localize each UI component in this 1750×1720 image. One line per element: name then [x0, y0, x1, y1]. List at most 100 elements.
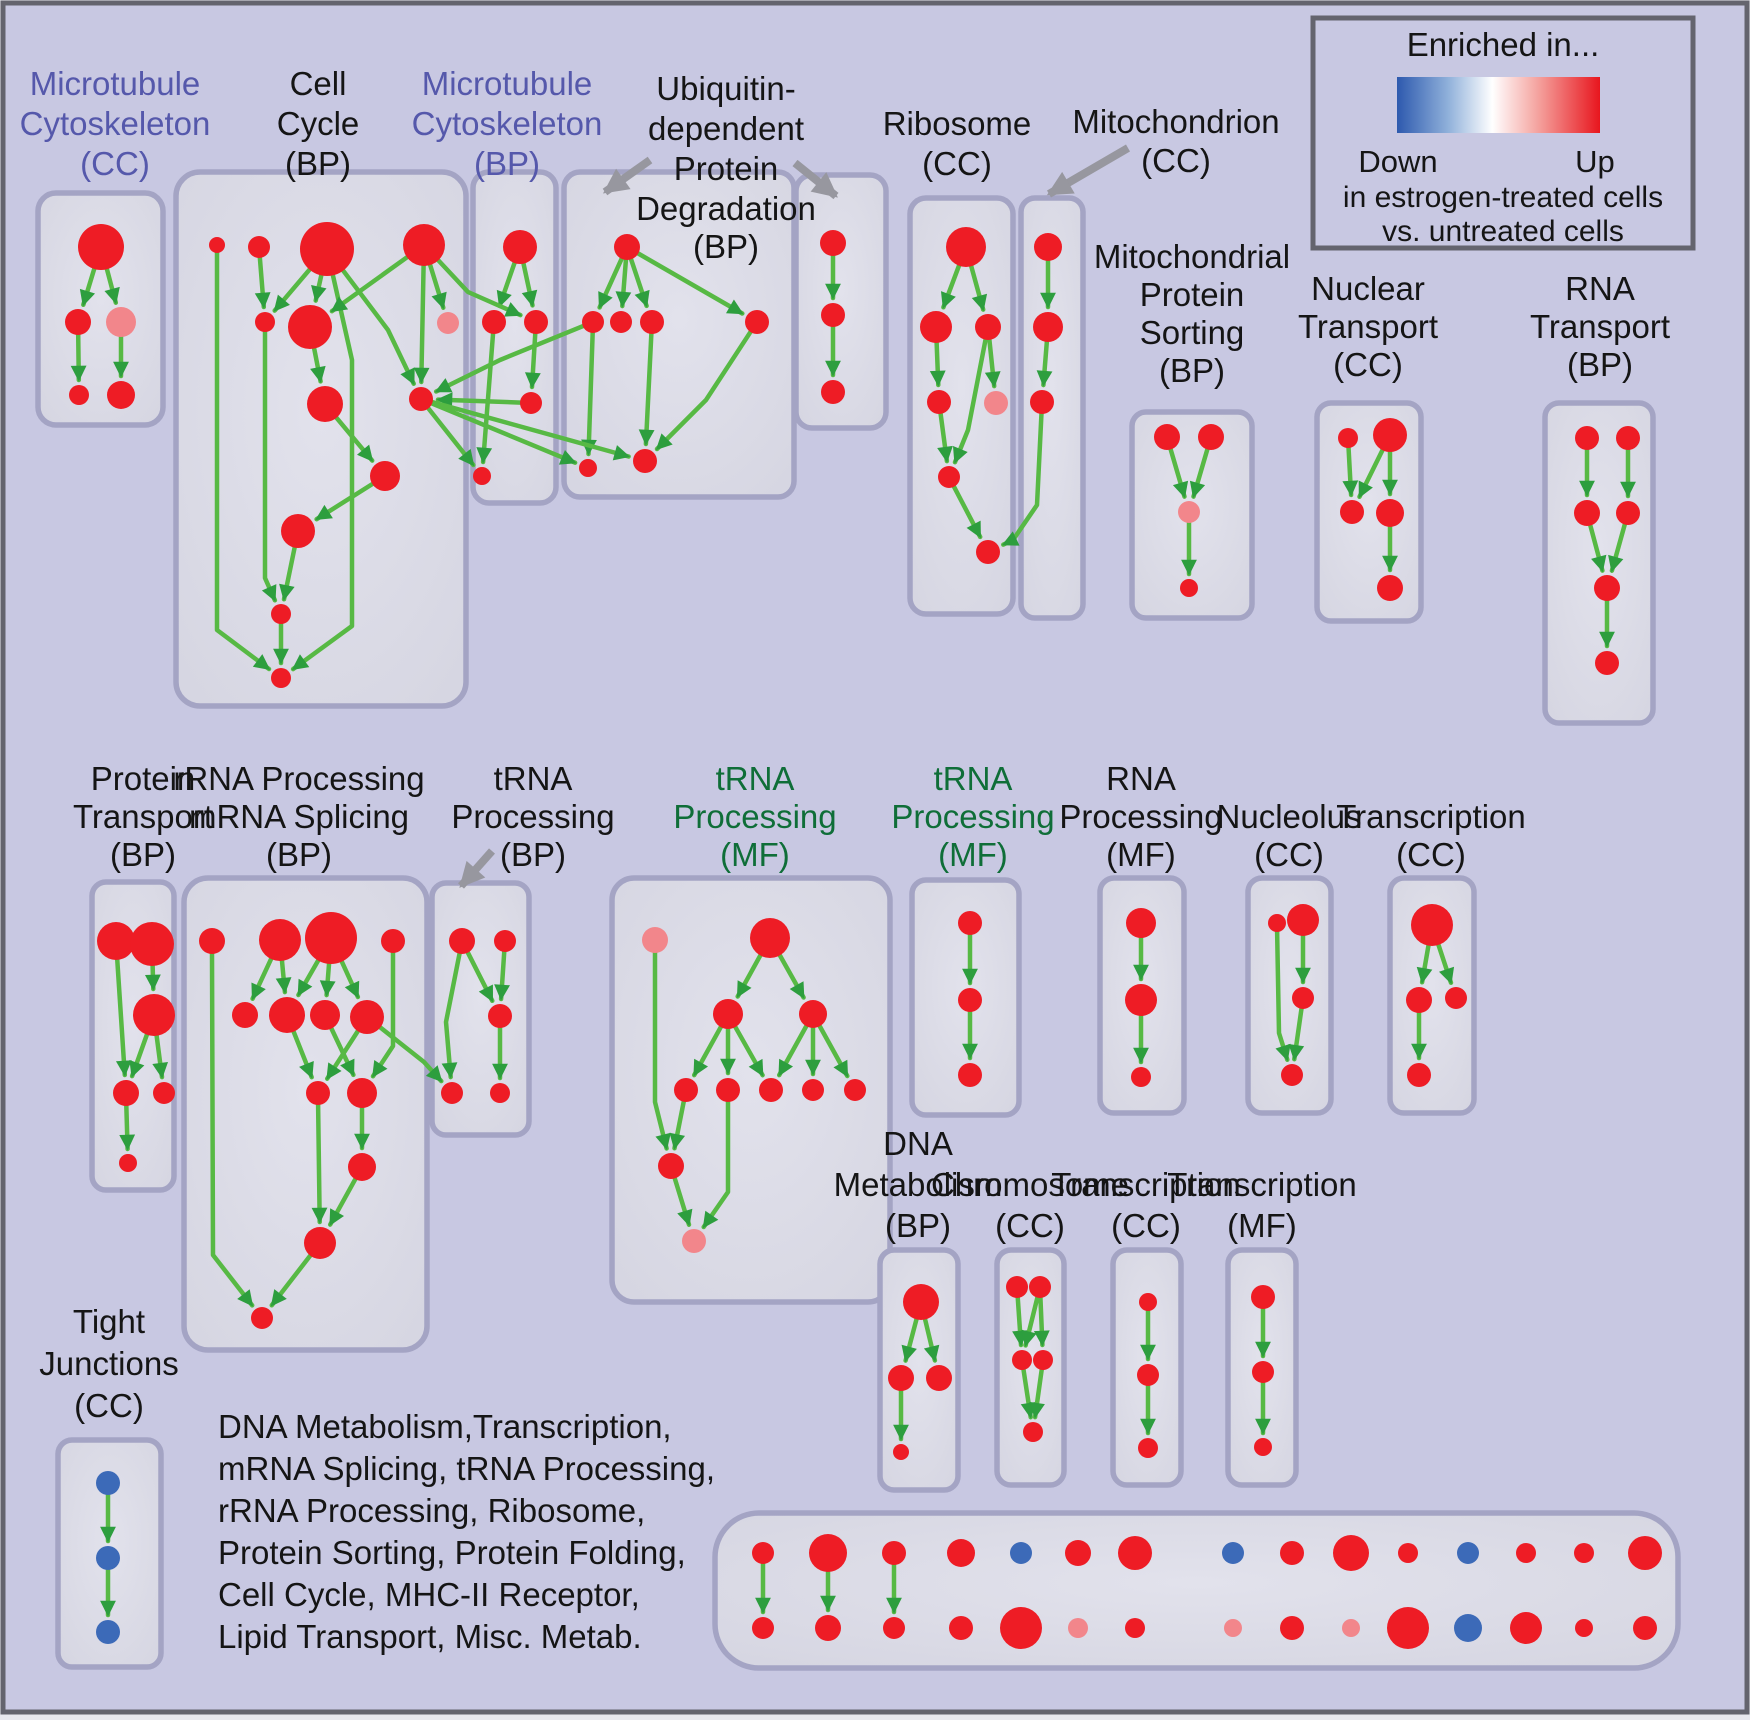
trna-mf1-label: tRNA Processing (MF)	[673, 760, 836, 873]
go-term-node-rt3	[1574, 500, 1600, 526]
edge-arrow-rrC-rrF	[296, 957, 321, 998]
edge-arrow-rb2-rb4	[929, 339, 946, 388]
tight-junctions-label-line2: Junctions	[39, 1345, 178, 1382]
edge-arrow-cc3-cc8	[340, 267, 416, 386]
go-term-node-a5	[107, 381, 135, 409]
annotation-arrow-4	[458, 848, 495, 889]
go-term-node-cc4	[403, 224, 445, 266]
ubiquitin-label-line4: Degradation	[636, 190, 816, 227]
misc-categories-note-line1: DNA Metabolism,Transcription,	[218, 1408, 672, 1445]
chromosome-label-line2: (CC)	[995, 1207, 1065, 1244]
edge-arrow-pt3-pt5	[152, 1032, 169, 1080]
go-term-node-cc8	[409, 387, 433, 411]
protein-transport-label-line3: (BP)	[110, 836, 176, 873]
category-box-ubiquitin-chain	[793, 172, 889, 431]
edge-arrow-rrH-tb4	[377, 1024, 444, 1084]
tight-junctions-label-line1: Tight	[73, 1303, 145, 1340]
go-term-node-bb2	[815, 1615, 841, 1641]
edge-arrow-rrB-rrE	[250, 955, 274, 1001]
go-term-node-nt5	[1377, 575, 1403, 601]
protein-transport-label-line1: Protein	[91, 760, 196, 797]
go-term-node-rrA	[199, 928, 225, 954]
go-term-node-uc3	[821, 380, 845, 404]
nuclear-transport-label-line3: (CC)	[1333, 346, 1403, 383]
go-term-node-ch1	[1006, 1276, 1028, 1298]
go-term-node-rb1	[946, 227, 986, 267]
go-term-node-tj3	[96, 1620, 120, 1644]
trna-mf1-label-line1: tRNA	[716, 760, 795, 797]
edge-arrow-rb4-rb6	[937, 410, 953, 464]
rna-proc-label-line3: (MF)	[1106, 836, 1176, 873]
go-term-node-bb4	[949, 1616, 973, 1640]
edge-arrow-cc4-cc8	[413, 262, 430, 385]
go-term-node-bb6	[1068, 1618, 1088, 1638]
go-term-node-rb7	[976, 540, 1000, 564]
mito-sort-label: Mitochondrial Protein Sorting (BP)	[1094, 238, 1290, 389]
go-term-node-mb1	[503, 230, 537, 264]
edge-arrow-um1-cc8	[433, 323, 586, 394]
category-box-ribosome	[907, 195, 1016, 617]
transcription-mf-label-line2: (MF)	[1227, 1207, 1297, 1244]
edge-arrow-rrL-rrM	[269, 1252, 314, 1308]
edge-arrow-cc10-cc11	[314, 481, 376, 522]
edge-arrow-rrB-rrF	[275, 957, 292, 995]
trna-mf2-label-line1: tRNA	[934, 760, 1013, 797]
edge-arrow-rb6-rb7	[951, 483, 983, 540]
transcription-cc-mid-label-line2: (CC)	[1396, 836, 1466, 873]
go-term-node-tc5	[844, 1079, 866, 1101]
go-term-node-rb5	[984, 391, 1008, 415]
edge-arrow-cc4-mb3	[435, 257, 523, 318]
edge-arrow-ch2-ch4	[1033, 1294, 1050, 1348]
go-term-node-bb9	[1280, 1616, 1304, 1640]
edge-arrow-mb1-mb3	[521, 260, 538, 308]
legend-subtitle-line1: in estrogen-treated cells	[1343, 181, 1663, 214]
edge-arrow-ub1-um2	[615, 256, 632, 309]
edge-arrow-a1-a2	[79, 265, 97, 308]
go-term-node-rt2	[1616, 426, 1640, 450]
annotation-arrow-1	[602, 156, 653, 196]
transcription-cc-mid-label: Transcription (CC)	[1336, 798, 1526, 873]
edge-arrow-rt3-rt5	[1587, 522, 1607, 573]
mitochondrion-label-line1: Mitochondrion	[1072, 103, 1279, 140]
go-term-node-rrJ	[347, 1078, 377, 1108]
go-term-node-rrH	[350, 1000, 384, 1034]
edge-arrow-tb2-tb3	[494, 948, 510, 1002]
edge-arrow-tc1-tr2	[669, 1098, 687, 1151]
go-term-node-bb14	[1575, 1619, 1593, 1637]
go-term-node-dm2	[888, 1365, 914, 1391]
edge-arrow-rrF-rrI	[291, 1028, 314, 1080]
protein-transport-label: Protein Transport (BP)	[73, 760, 213, 873]
edge-arrow-rrC-rrH	[339, 958, 361, 1000]
go-term-node-dm1	[903, 1284, 939, 1320]
go-term-node-ub1	[614, 234, 640, 260]
go-term-node-tc4	[802, 1079, 824, 1101]
go-term-node-cc3	[300, 222, 354, 276]
go-term-node-tmL	[713, 999, 743, 1029]
go-term-node-bb7	[1125, 1618, 1145, 1638]
go-term-node-bt8	[1222, 1542, 1244, 1564]
go-term-node-tb3	[488, 1004, 512, 1028]
go-term-node-bb1	[752, 1617, 774, 1639]
edge-arrow-rrC-rrG	[319, 960, 336, 998]
go-term-node-tb2	[494, 930, 516, 952]
edge-arrow-cc8-mb5	[425, 405, 476, 468]
go-term-node-rrB	[259, 919, 301, 961]
category-box-bottom-misc	[712, 1510, 1681, 1671]
go-term-node-cc9	[307, 386, 343, 422]
tight-junctions-label: Tight Junctions (CC)	[39, 1303, 178, 1424]
transcription-cc-bot-label-line2: (CC)	[1111, 1207, 1181, 1244]
go-term-node-dm3	[926, 1365, 952, 1391]
go-term-node-ch3	[1012, 1350, 1032, 1370]
go-term-node-cc11	[281, 514, 315, 548]
dna-metab-label-line2: Metabolism	[834, 1166, 1003, 1203]
ribosome-label-line2: (CC)	[922, 145, 992, 182]
go-term-node-bt1	[752, 1542, 774, 1564]
go-term-node-tmp	[642, 927, 668, 953]
rrna-label-line2: mRNA Splicing	[189, 798, 409, 835]
edge-arrow-tmB-tmL	[735, 952, 764, 999]
go-term-node-tc1	[674, 1078, 698, 1102]
transcription-mf-label-line1: Transcription	[1167, 1166, 1357, 1203]
go-term-node-pt5	[153, 1082, 175, 1104]
edge-arrow-cc4-cc6	[329, 254, 411, 314]
